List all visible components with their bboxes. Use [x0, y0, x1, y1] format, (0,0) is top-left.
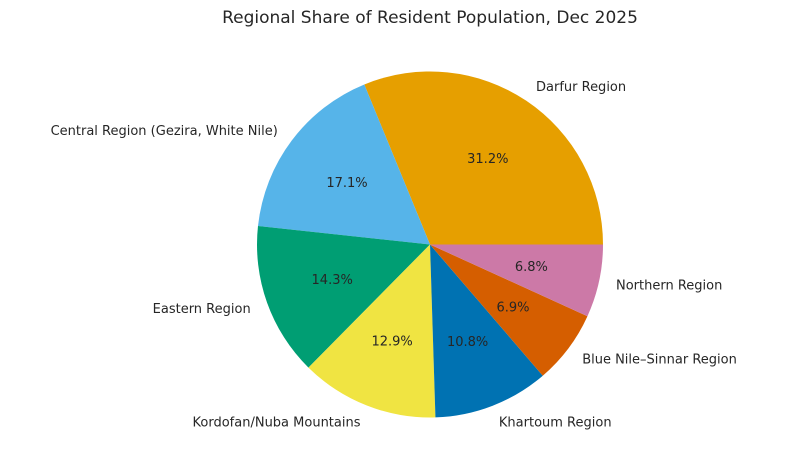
- pie-slice-central-region-gezira-white-nile: [257, 84, 430, 245]
- slice-label-khartoum-region: Khartoum Region: [499, 415, 612, 430]
- pie-slice-blue-nile-sinnar-region: [430, 244, 588, 376]
- pie-slice-northern-region: [430, 244, 603, 317]
- pct-label-blue-nile-sinnar-region: 6.9%: [496, 300, 529, 315]
- pct-label-kordofan-nuba-mountains: 12.9%: [371, 335, 412, 350]
- pct-label-khartoum-region: 10.8%: [447, 335, 488, 350]
- chart-title: Regional Share of Resident Population, D…: [222, 8, 638, 28]
- slice-label-eastern-region: Eastern Region: [153, 302, 251, 317]
- pct-label-eastern-region: 14.3%: [312, 273, 353, 288]
- slice-label-northern-region: Northern Region: [616, 278, 722, 293]
- slice-label-central-region-gezira-white-nile: Central Region (Gezira, White Nile): [51, 124, 278, 139]
- pie-slice-kordofan-nuba-mountains: [308, 244, 436, 418]
- pie-slice-eastern-region: [257, 226, 430, 368]
- pie-slice-khartoum-region: [430, 244, 543, 418]
- pie-slice-darfur-region: [364, 71, 603, 245]
- slice-label-kordofan-nuba-mountains: Kordofan/Nuba Mountains: [193, 415, 361, 430]
- pct-label-darfur-region: 31.2%: [467, 152, 508, 167]
- pct-label-northern-region: 6.8%: [515, 260, 548, 275]
- slice-label-darfur-region: Darfur Region: [536, 80, 626, 95]
- slice-label-blue-nile-sinnar-region: Blue Nile–Sinnar Region: [582, 352, 737, 367]
- pct-label-central-region-gezira-white-nile: 17.1%: [326, 176, 367, 191]
